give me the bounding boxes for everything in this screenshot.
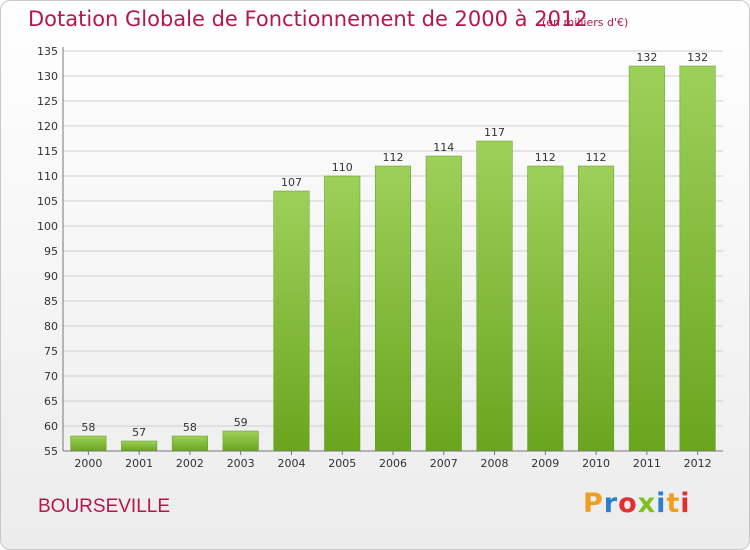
x-tick-label: 2012 <box>684 457 712 470</box>
bar-2009 <box>527 165 564 452</box>
x-tick-label: 2005 <box>328 457 356 470</box>
x-tick-label: 2009 <box>531 457 559 470</box>
bars <box>70 65 716 452</box>
logo-letter: x <box>637 488 657 519</box>
bar-2010 <box>578 165 615 452</box>
bar-2011 <box>628 65 665 452</box>
bar-2001 <box>121 440 158 452</box>
y-tick-label: 70 <box>44 370 58 383</box>
data-label-2000: 58 <box>81 421 95 434</box>
x-tick-label: 2000 <box>74 457 102 470</box>
y-tick-label: 105 <box>37 195 58 208</box>
y-tick-label: 100 <box>37 220 58 233</box>
y-tick-label: 130 <box>37 70 58 83</box>
y-tick-label: 65 <box>44 395 58 408</box>
bar-2012 <box>679 65 716 452</box>
y-tick-label: 95 <box>44 245 58 258</box>
data-label-2004: 107 <box>281 176 302 189</box>
logo-letter: i <box>680 488 691 519</box>
data-label-2006: 112 <box>383 151 404 164</box>
data-label-2011: 132 <box>636 51 657 64</box>
bar-2003 <box>222 430 259 452</box>
y-tick-label: 90 <box>44 270 58 283</box>
y-tick-label: 115 <box>37 145 58 158</box>
data-label-2010: 112 <box>586 151 607 164</box>
x-tick-label: 2010 <box>582 457 610 470</box>
data-label-2002: 58 <box>183 421 197 434</box>
axes: 55 60 65 70 75 80 85 90 95 100 105 110 115 120 125 130 1… <box>37 45 723 470</box>
data-label-2009: 112 <box>535 151 556 164</box>
y-tick-label: 60 <box>44 420 58 433</box>
logo-letter: o <box>618 488 638 519</box>
y-tick-label: 75 <box>44 345 58 358</box>
logo-letter: t <box>666 488 681 519</box>
x-tick-label: 2003 <box>227 457 255 470</box>
logo-letter: r <box>603 488 619 519</box>
proxiti-logo: Proxiti <box>583 488 691 519</box>
bar-2007 <box>425 155 462 452</box>
data-label-2005: 110 <box>332 161 353 174</box>
x-tick-label: 2011 <box>633 457 661 470</box>
bar-2008 <box>476 140 513 452</box>
y-tick-label: 125 <box>37 95 58 108</box>
commune-name: BOURSEVILLE <box>38 496 170 517</box>
data-labels: 58 57 58 59 107 110 112 114 117 112 112 132 132 <box>81 51 708 439</box>
bar-2004 <box>273 190 310 452</box>
bar-2002 <box>171 435 208 452</box>
y-tick-label: 80 <box>44 320 58 333</box>
y-tick-label: 85 <box>44 295 58 308</box>
x-tick-label: 2004 <box>277 457 305 470</box>
x-tick-label: 2007 <box>430 457 458 470</box>
y-tick-label: 55 <box>44 445 58 458</box>
bar-2000 <box>70 435 107 452</box>
data-label-2008: 117 <box>484 126 505 139</box>
x-tick-label: 2006 <box>379 457 407 470</box>
y-tick-label: 135 <box>37 45 58 58</box>
data-label-2012: 132 <box>687 51 708 64</box>
data-label-2003: 59 <box>234 416 248 429</box>
logo-letter: i <box>656 488 667 519</box>
y-tick-label: 120 <box>37 120 58 133</box>
chart-unit-note: (en milliers d'€) <box>542 16 629 29</box>
bar-2006 <box>374 165 412 452</box>
x-tick-label: 2008 <box>481 457 509 470</box>
chart-title: Dotation Globale de Fonctionnement de 20… <box>28 7 588 31</box>
x-tick-label: 2001 <box>125 457 153 470</box>
data-label-2001: 57 <box>132 426 146 439</box>
x-tick-label: 2002 <box>176 457 204 470</box>
data-label-2007: 114 <box>433 141 454 154</box>
y-tick-label: 110 <box>37 170 58 183</box>
bar-2005 <box>324 175 361 452</box>
logo-letter: P <box>583 488 604 519</box>
